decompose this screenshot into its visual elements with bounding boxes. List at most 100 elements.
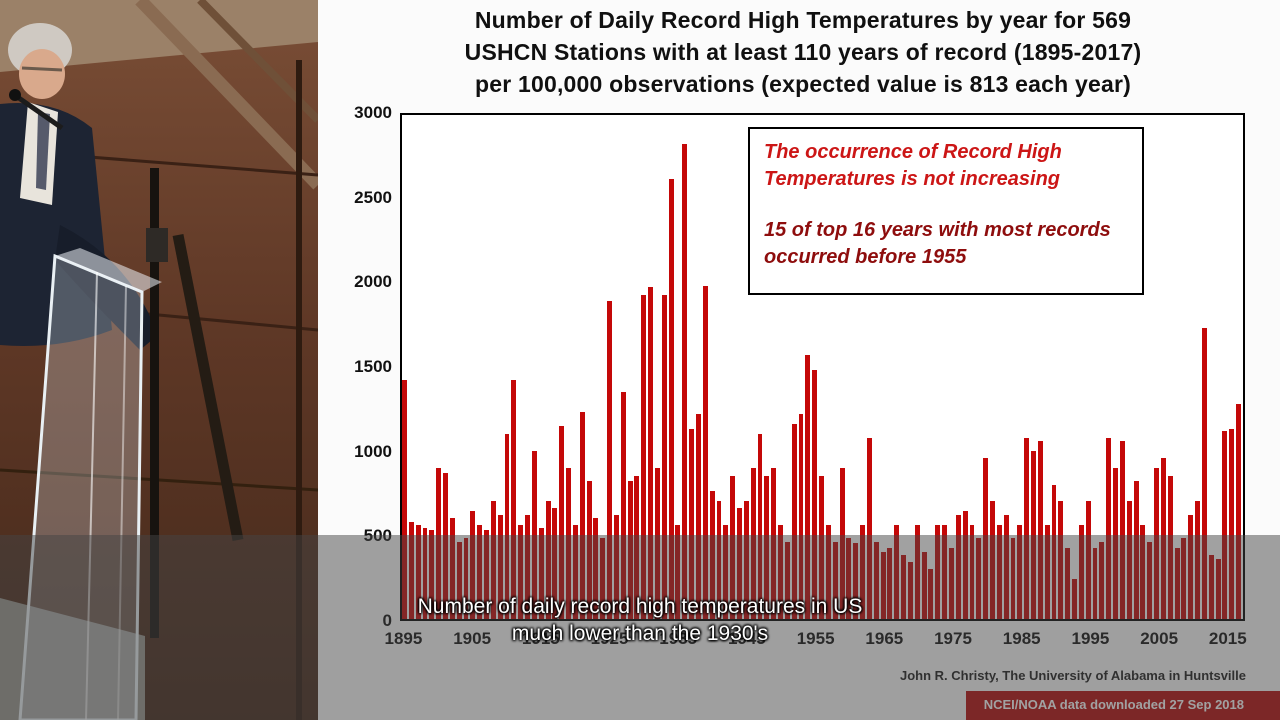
bar-year-1975 bbox=[948, 548, 954, 619]
bar-year-1947 bbox=[757, 434, 763, 619]
y-tick-500: 500 bbox=[363, 526, 392, 546]
bar-year-1926 bbox=[613, 514, 619, 619]
bar-year-1982 bbox=[996, 524, 1002, 619]
bar-year-1997 bbox=[1099, 541, 1105, 619]
bar-year-1940 bbox=[709, 491, 715, 619]
annotation-text-2: 15 of top 16 years with most records occ… bbox=[764, 219, 1111, 268]
bar-year-1917 bbox=[552, 508, 558, 619]
x-tick-1925: 1925 bbox=[590, 629, 629, 648]
bar-year-1902 bbox=[449, 518, 455, 619]
bar-year-1923 bbox=[593, 518, 599, 619]
bar-year-1957 bbox=[825, 524, 831, 619]
x-tick-1935: 1935 bbox=[659, 629, 698, 648]
bar-year-1980 bbox=[983, 457, 989, 619]
bar-year-1952 bbox=[791, 424, 797, 619]
bar-year-2017 bbox=[1236, 403, 1242, 619]
bar-year-1972 bbox=[928, 568, 934, 619]
bar-year-1904 bbox=[463, 538, 469, 619]
bar-year-1961 bbox=[853, 543, 859, 619]
bar-year-1968 bbox=[901, 555, 907, 619]
bar-year-1913 bbox=[525, 514, 530, 619]
bar-year-1967 bbox=[894, 524, 900, 619]
bar-year-1958 bbox=[832, 541, 838, 619]
bar-year-2006 bbox=[1160, 457, 1166, 619]
bar-year-2002 bbox=[1133, 481, 1139, 619]
bar-year-1976 bbox=[955, 514, 961, 619]
bar-year-1906 bbox=[477, 524, 483, 619]
y-tick-2500: 2500 bbox=[354, 187, 392, 207]
bar-year-1920 bbox=[572, 524, 578, 619]
bar-year-1946 bbox=[750, 467, 756, 619]
bar-year-1935 bbox=[675, 524, 681, 619]
bar-year-1981 bbox=[990, 501, 995, 619]
bar-year-1999 bbox=[1113, 467, 1118, 619]
x-tick-1965: 1965 bbox=[865, 629, 904, 648]
bar-year-1929 bbox=[634, 476, 640, 619]
bar-year-1937 bbox=[689, 429, 695, 619]
bar-year-1938 bbox=[696, 414, 701, 619]
y-tick-2000: 2000 bbox=[354, 272, 392, 292]
bar-year-2009 bbox=[1181, 538, 1187, 619]
bar-year-1963 bbox=[866, 437, 872, 619]
bar-year-1915 bbox=[538, 528, 544, 619]
bar-year-1969 bbox=[907, 561, 913, 619]
bar-year-1993 bbox=[1072, 578, 1077, 619]
bar-year-1979 bbox=[976, 538, 982, 619]
bar-year-1953 bbox=[798, 414, 804, 619]
bar-year-1939 bbox=[702, 286, 708, 619]
x-tick-1955: 1955 bbox=[796, 629, 835, 648]
bar-year-1973 bbox=[935, 524, 941, 619]
bar-year-1996 bbox=[1092, 548, 1098, 619]
bar-year-1992 bbox=[1065, 548, 1071, 619]
x-tick-1905: 1905 bbox=[453, 629, 492, 648]
slide: Number of Daily Record High Temperatures… bbox=[318, 0, 1280, 720]
bar-year-1918 bbox=[559, 425, 565, 619]
bar-year-2015 bbox=[1222, 430, 1228, 619]
x-tick-1995: 1995 bbox=[1071, 629, 1110, 648]
credit-author: John R. Christy, The University of Alaba… bbox=[899, 668, 1246, 683]
annotation-text-1: The occurrence of Record High Temperatur… bbox=[764, 141, 1062, 190]
x-tick-1975: 1975 bbox=[934, 629, 972, 648]
bar-year-1966 bbox=[887, 548, 893, 619]
bar-year-1942 bbox=[723, 524, 729, 619]
bar-year-1921 bbox=[579, 412, 585, 619]
chart-title-line-3: per 100,000 observations (expected value… bbox=[475, 71, 1131, 97]
bar-year-2005 bbox=[1154, 467, 1160, 619]
bar-year-1985 bbox=[1017, 524, 1023, 619]
x-axis-tick-labels: 1895 1905 1915 1925 1935 1945 1955 1965 1975 1985… bbox=[385, 629, 1247, 653]
bar-year-1984 bbox=[1010, 538, 1016, 619]
bar-year-1965 bbox=[880, 551, 886, 619]
bar-year-1988 bbox=[1037, 440, 1043, 619]
bar-year-1990 bbox=[1051, 484, 1057, 619]
bar-year-2010 bbox=[1188, 514, 1194, 619]
y-tick-1500: 1500 bbox=[354, 357, 392, 376]
bar-year-1911 bbox=[511, 380, 517, 619]
bar-year-1960 bbox=[846, 538, 852, 619]
bar-year-1908 bbox=[490, 501, 496, 619]
bar-year-1898 bbox=[422, 528, 428, 619]
bar-year-1909 bbox=[497, 514, 503, 619]
bar-year-1945 bbox=[743, 501, 749, 619]
bar-year-1897 bbox=[415, 524, 421, 619]
bar-year-2011 bbox=[1195, 501, 1201, 619]
bar-year-1905 bbox=[470, 511, 476, 619]
bar-year-1983 bbox=[1003, 514, 1009, 619]
bar-year-1896 bbox=[408, 521, 414, 619]
bar-year-1950 bbox=[778, 524, 783, 619]
bar-year-1943 bbox=[730, 476, 736, 619]
bar-year-1995 bbox=[1085, 501, 1091, 619]
bar-year-2008 bbox=[1174, 548, 1180, 619]
bar-year-1989 bbox=[1044, 524, 1050, 619]
bar-year-1962 bbox=[860, 524, 866, 619]
chart-title-line-1: Number of Daily Record High Temperatures… bbox=[474, 7, 1132, 33]
bar-year-1910 bbox=[504, 434, 510, 619]
bar-year-1925 bbox=[607, 301, 613, 619]
bar-year-2012 bbox=[1201, 328, 1207, 619]
x-tick-1985: 1985 bbox=[1002, 629, 1041, 648]
bar-year-1922 bbox=[586, 481, 592, 619]
bar-year-1964 bbox=[873, 541, 879, 619]
bar-year-2013 bbox=[1208, 555, 1214, 619]
bar-year-1951 bbox=[784, 541, 790, 619]
bar-year-1944 bbox=[737, 508, 742, 619]
bar-year-1930 bbox=[641, 294, 647, 619]
